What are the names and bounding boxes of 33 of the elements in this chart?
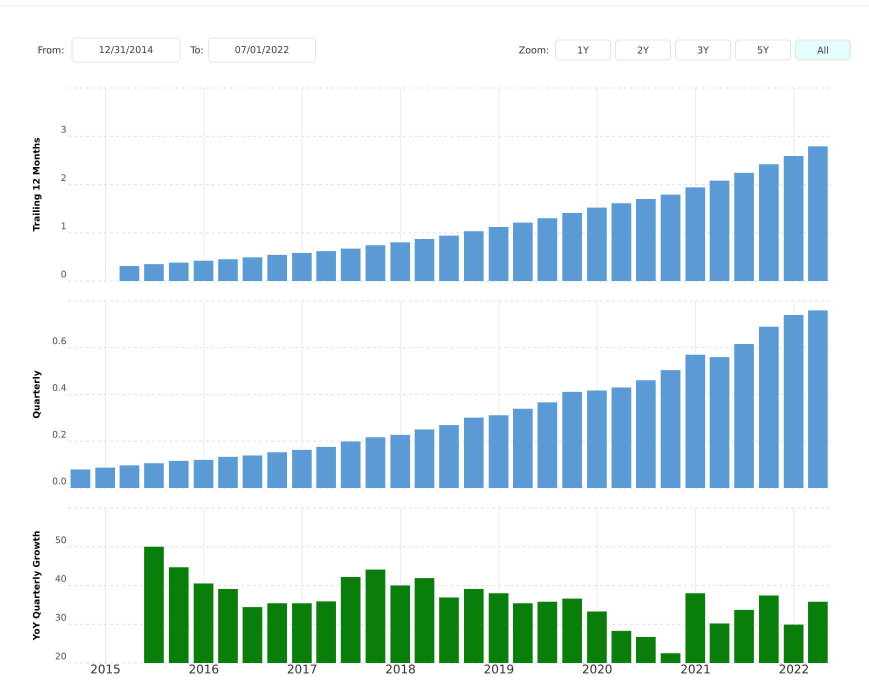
x-tick-label: 2019 [484,664,514,674]
y-tick-label: 3 [61,126,66,133]
text: 3Y [698,46,709,54]
x-tick-label: 2017 [288,664,316,674]
text: 1Y [578,46,589,54]
y-tick-label: 0 [61,270,66,278]
text: 12/31/2014 [100,46,153,54]
text: From: [38,46,64,54]
y-tick-label: 0.4 [52,384,66,391]
text: 5Y [758,46,769,54]
x-tick-label: 2020 [582,664,612,674]
text: 2Y [638,46,649,54]
y-tick-label: 0.6 [52,337,66,344]
x-tick-label: 2022 [780,664,808,674]
y-tick-label: 1 [62,222,66,230]
x-tick-label: 2015 [91,664,120,674]
text: To: [190,46,202,54]
y-tick-label: 0.0 [52,478,66,484]
text: Zoom: [519,46,548,54]
y-tick-label: 50 [56,536,66,544]
y-tick-label: 40 [56,575,66,582]
y-axis-title: Quarterly [32,370,42,418]
y-axis-title: Trailing 12 Months [32,138,42,232]
y-tick-label: 20 [56,652,66,660]
text: All [817,46,828,54]
text: 07/01/2022 [235,46,288,54]
x-tick-label: 2016 [189,664,218,674]
x-tick-label: 2018 [386,664,415,674]
y-tick-label: 2 [61,174,66,181]
y-tick-label: 0.2 [52,430,66,438]
y-tick-label: 30 [56,614,66,621]
y-axis-title: YoY Quarterly Growth [32,531,42,640]
x-tick-label: 2021 [681,664,710,674]
